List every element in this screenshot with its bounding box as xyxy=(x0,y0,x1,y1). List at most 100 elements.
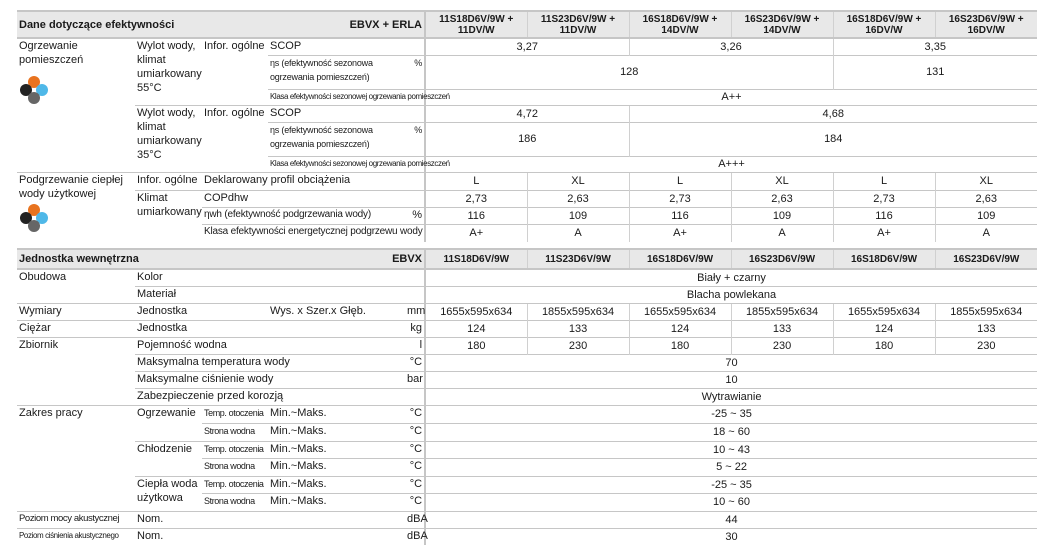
material-label: Materiał xyxy=(135,285,426,303)
value-cell: 3,27 xyxy=(424,37,629,55)
dhw-mode-label: Ciepła woda użytkowa xyxy=(135,475,202,511)
efficiency-table: Dane dotyczące efektywności EBVX + ERLA 1… xyxy=(17,10,1037,242)
eta-wh-label: ηwh (efektywność podgrzewania wody) xyxy=(202,206,405,224)
max-temp-label: Maksymalna temperatura wody xyxy=(135,353,405,371)
unit-label: °C xyxy=(405,422,426,441)
value-cell: 109 xyxy=(730,206,833,224)
class-label: Klasa efektywności sezonowej ogrzewania … xyxy=(268,88,450,105)
value-cell: 186 xyxy=(424,121,629,156)
value-cell: 2,73 xyxy=(628,189,731,207)
unit-label: % xyxy=(405,54,425,89)
value-cell: 2,73 xyxy=(832,189,935,207)
water-side-label: Strona wodna xyxy=(202,422,268,441)
sound-power-label: Poziom mocy akustycznej xyxy=(17,510,135,528)
unit-label: °C xyxy=(405,404,426,423)
climate-zones-icon xyxy=(20,203,48,232)
value-cell: 4,68 xyxy=(628,104,1037,122)
casing-label: Obudowa xyxy=(17,268,135,303)
value-cell: A xyxy=(526,223,629,242)
value-cell: 184 xyxy=(628,121,1037,156)
tank-label: Zbiornik xyxy=(17,336,135,405)
unit-label: kg xyxy=(405,319,426,337)
value-cell: XL xyxy=(730,171,833,190)
value-cell: 3,26 xyxy=(628,37,833,55)
value-cell: 5 ~ 22 xyxy=(424,457,1038,476)
value-cell: 109 xyxy=(934,206,1037,224)
value-cell: 180 xyxy=(424,336,528,354)
unit-label: bar xyxy=(405,370,426,388)
unit-label: °C xyxy=(405,457,426,476)
minmax-label: Min.~Maks. xyxy=(268,404,405,423)
condition-35-label: Wylot wody, klimat umiarkowany 35°C xyxy=(135,104,202,172)
value-cell: A+ xyxy=(424,223,527,242)
value-cell: 230 xyxy=(526,336,630,354)
color-label: Kolor xyxy=(135,268,426,286)
value-cell: 1855x595x634 xyxy=(730,302,834,320)
value-cell: 180 xyxy=(628,336,732,354)
value-cell: 124 xyxy=(628,319,732,337)
minmax-label: Min.~Maks. xyxy=(268,492,405,511)
value-cell: 4,72 xyxy=(424,104,629,122)
model-header: 16S18D6V/9W xyxy=(832,248,936,270)
value-cell: 133 xyxy=(526,319,630,337)
info-label: Infor. ogólne xyxy=(202,104,268,172)
value-cell: 70 xyxy=(424,353,1038,371)
ambient-label: Temp. otoczenia xyxy=(202,475,268,493)
unit-label: dBA xyxy=(405,527,428,545)
info-label: Infor. ogólne xyxy=(202,37,268,105)
value-cell: 116 xyxy=(832,206,935,224)
value-cell: Biały + czarny xyxy=(424,268,1038,286)
value-cell: 2,73 xyxy=(424,189,527,207)
value-cell: 1655x595x634 xyxy=(424,302,528,320)
operation-range-label: Zakres pracy xyxy=(17,404,135,511)
indoor-unit-table: Jednostka wewnętrzna EBVX 11S18D6V/9W 11S… xyxy=(17,248,1038,545)
value-cell: A xyxy=(730,223,833,242)
unit-row-label: Jednostka xyxy=(135,302,268,320)
dhw-label: Podgrzewanie ciepłej wody użytkowej xyxy=(19,173,123,200)
value-cell: -25 ~ 35 xyxy=(424,475,1038,493)
nom-label: Nom. xyxy=(135,510,405,528)
value-cell: 124 xyxy=(832,319,936,337)
climate-zones-icon xyxy=(20,76,48,104)
minmax-label: Min.~Maks. xyxy=(268,457,405,476)
value-cell: 10 ~ 60 xyxy=(424,492,1038,511)
model-header: 11S18D6V/9W xyxy=(424,248,528,270)
value-cell: 2,63 xyxy=(730,189,833,207)
ambient-label: Temp. otoczenia xyxy=(202,440,268,458)
value-cell: -25 ~ 35 xyxy=(424,404,1038,423)
model-header: 16S23D6V/9W xyxy=(934,248,1038,270)
dhw-class-label: Klasa efektywności energetycznej podgrze… xyxy=(202,223,425,242)
value-cell: 44 xyxy=(424,510,1038,528)
value-cell: 3,35 xyxy=(832,37,1037,55)
water-side-label: Strona wodna xyxy=(202,492,268,511)
value-cell: XL xyxy=(934,171,1037,190)
info-label: Infor. ogólne xyxy=(135,171,202,190)
unit-label: °C xyxy=(405,440,426,458)
value-cell: 116 xyxy=(628,206,731,224)
unit-label: °C xyxy=(405,353,426,371)
cooling-mode-label: Chłodzenie xyxy=(135,440,202,476)
eta-s-label: ηs (efektywność sezonowa ogrzewania pomi… xyxy=(268,54,405,89)
unit-label: °C xyxy=(405,475,426,493)
space-heating-cell: Ogrzewanie pomieszczeń xyxy=(17,37,135,172)
value-cell: 1855x595x634 xyxy=(934,302,1038,320)
value-cell: Blacha powlekana xyxy=(424,285,1038,303)
model-header: 16S23D6V/9W + 16DV/W xyxy=(934,10,1037,39)
value-cell: 1655x595x634 xyxy=(628,302,732,320)
value-cell: A+ xyxy=(832,223,935,242)
dimensions-label: Wymiary xyxy=(17,302,135,320)
scop-label: SCOP xyxy=(268,37,425,55)
value-cell: 10 ~ 43 xyxy=(424,440,1038,458)
section-title: Jednostka wewnętrzna xyxy=(19,253,139,265)
cop-label: COPdhw xyxy=(202,189,425,207)
value-cell: 109 xyxy=(526,206,629,224)
minmax-label: Min.~Maks. xyxy=(268,475,405,493)
value-cell: L xyxy=(832,171,935,190)
value-cell: Wytrawianie xyxy=(424,387,1038,405)
brand-label: EBVX xyxy=(392,253,423,265)
model-header: 16S23D6V/9W + 14DV/W xyxy=(730,10,833,39)
model-header: 16S23D6V/9W xyxy=(730,248,834,270)
unit-label: % xyxy=(405,121,425,156)
water-side-label: Strona wodna xyxy=(202,457,268,476)
model-header: 11S23D6V/9W + 11DV/W xyxy=(526,10,629,39)
